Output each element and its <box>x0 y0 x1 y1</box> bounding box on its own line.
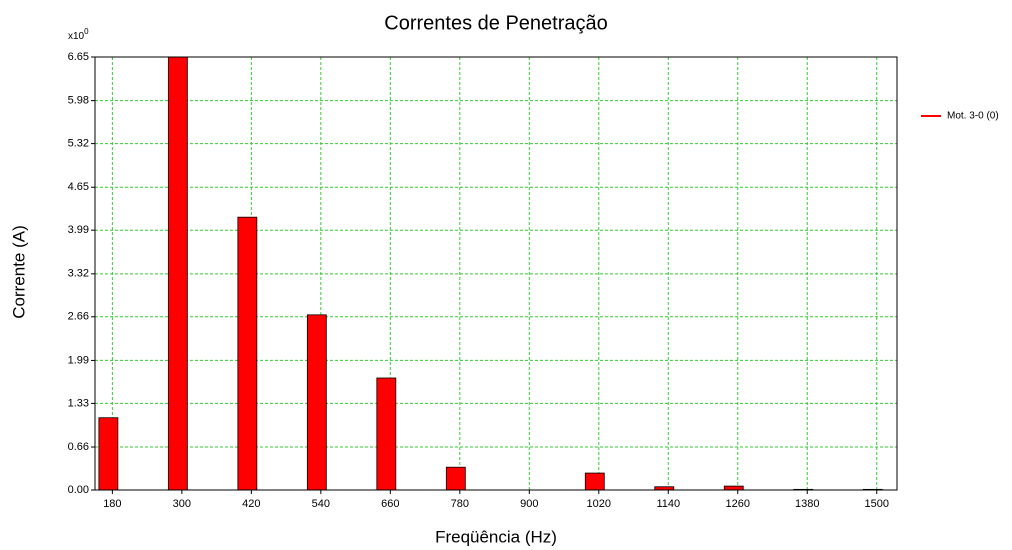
x-tick-label: 540 <box>312 498 330 510</box>
y-tick-label: 5.32 <box>68 138 89 150</box>
bar <box>584 472 605 491</box>
x-axis-label: Freqüência (Hz) <box>435 527 557 546</box>
x-tick-label: 180 <box>103 498 121 510</box>
x-tick-label: 1020 <box>587 498 611 510</box>
y-tick-label: 6.65 <box>68 51 89 63</box>
x-tick-label: 1140 <box>656 498 680 510</box>
y-tick-label: 2.66 <box>68 311 89 323</box>
y-tick-label: 0.66 <box>68 441 89 453</box>
y-axis-label: Corrente (A) <box>9 225 28 319</box>
y-tick-label: 4.65 <box>68 181 89 193</box>
x-tick-label: 420 <box>242 498 260 510</box>
bar <box>445 466 466 491</box>
legend-label: Mot. 3-0 (0) <box>947 111 999 122</box>
chart-title: Correntes de Penetração <box>384 12 607 34</box>
x-tick-label: 300 <box>173 498 191 510</box>
x-tick-label: 900 <box>520 498 538 510</box>
y-multiplier: x100 <box>68 27 89 42</box>
x-tick-label: 1260 <box>726 498 750 510</box>
multiplier-base: x10 <box>68 31 85 42</box>
y-tick-label: 3.32 <box>68 268 89 280</box>
y-tick-label: 1.99 <box>68 354 89 366</box>
bar <box>237 216 258 491</box>
bar <box>723 485 744 491</box>
y-tick-label: 1.33 <box>68 397 89 409</box>
y-tick-label: 3.99 <box>68 224 89 236</box>
x-tick-label: 780 <box>451 498 469 510</box>
y-tick-label: 5.98 <box>68 95 89 107</box>
bar <box>376 377 397 491</box>
bar <box>98 417 119 491</box>
multiplier-exponent: 0 <box>84 27 89 36</box>
plot-border <box>94 56 898 491</box>
x-tick-label: 1500 <box>864 498 888 510</box>
x-tick-label: 1380 <box>795 498 819 510</box>
y-tick-label: 0.00 <box>68 484 89 496</box>
bar <box>167 56 188 491</box>
bar <box>306 314 327 491</box>
x-tick-label: 660 <box>381 498 399 510</box>
